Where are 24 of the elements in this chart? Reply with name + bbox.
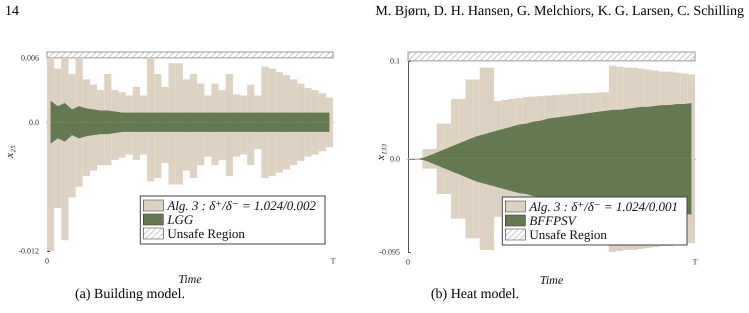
legend-label: Unsafe Region bbox=[167, 226, 246, 241]
y-tick-label: 0.0 bbox=[390, 154, 400, 164]
y-axis-title: x₂₅ bbox=[4, 145, 16, 159]
y-tick-label: 0.0 bbox=[29, 118, 39, 127]
x-axis-title: Time bbox=[540, 273, 564, 287]
text: (b) Heat model. bbox=[430, 287, 520, 303]
y-tick-label: -0.012 bbox=[18, 246, 39, 256]
text: 14 bbox=[5, 4, 19, 20]
text: (a) Building model. bbox=[74, 287, 186, 303]
text: 0 bbox=[45, 256, 49, 266]
x-axis-title: Time bbox=[178, 272, 202, 286]
text: M. Bjørn, D. H. Hansen, G. Melchiors, K. G. Larsen, C. Schilling bbox=[375, 4, 744, 20]
y-tick-label: -0.095 bbox=[379, 248, 400, 256]
text: 0 bbox=[406, 258, 410, 266]
y-tick-label: 0.1 bbox=[390, 56, 400, 66]
y-axis-title: x₁₃₃ bbox=[375, 144, 387, 162]
text: T bbox=[330, 256, 336, 266]
text: T bbox=[692, 258, 698, 266]
legend-label: BFFPSV bbox=[529, 213, 578, 228]
legend-label: LGG bbox=[166, 212, 194, 227]
legend-label: Alg. 3 : δ⁺/δ⁻ = 1.024/0.001 bbox=[528, 199, 678, 214]
legend-label: Alg. 3 : δ⁺/δ⁻ = 1.024/0.002 bbox=[166, 198, 316, 213]
legend-label: Unsafe Region bbox=[529, 227, 608, 242]
y-tick-label: 0.006 bbox=[21, 53, 39, 62]
